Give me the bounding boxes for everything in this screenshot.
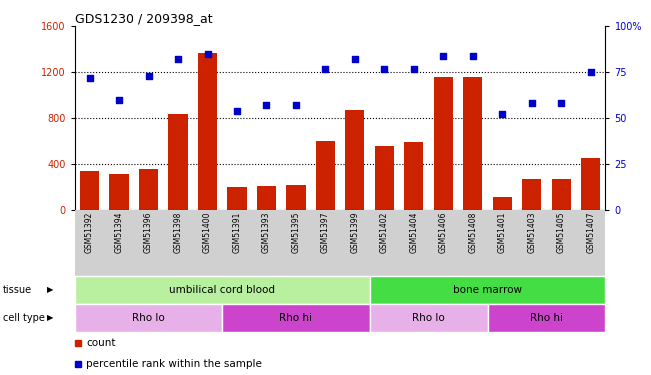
Bar <box>464 77 482 210</box>
Text: GSM51395: GSM51395 <box>292 212 300 254</box>
Text: GSM51404: GSM51404 <box>409 212 419 254</box>
Bar <box>286 185 305 210</box>
Text: GSM51403: GSM51403 <box>527 212 536 254</box>
Bar <box>198 53 217 210</box>
Text: ▶: ▶ <box>47 285 53 294</box>
Text: GSM51405: GSM51405 <box>557 212 566 254</box>
Bar <box>257 186 276 210</box>
Bar <box>522 179 542 210</box>
Bar <box>375 146 394 210</box>
Point <box>438 53 449 58</box>
Bar <box>139 169 158 210</box>
Bar <box>80 171 99 210</box>
Text: count: count <box>86 338 115 348</box>
Point <box>202 51 213 57</box>
Bar <box>581 158 600 210</box>
Bar <box>488 304 605 332</box>
Point <box>585 69 596 75</box>
Text: Rho lo: Rho lo <box>412 313 445 323</box>
Text: GSM51400: GSM51400 <box>203 212 212 254</box>
Text: tissue: tissue <box>3 285 33 295</box>
Text: Rho hi: Rho hi <box>530 313 563 323</box>
Point <box>114 97 124 103</box>
Bar <box>370 276 605 304</box>
Bar <box>370 304 488 332</box>
Point <box>232 108 242 114</box>
Bar <box>227 187 247 210</box>
Text: bone marrow: bone marrow <box>453 285 522 295</box>
Point <box>143 73 154 79</box>
Point <box>85 75 95 81</box>
Point <box>173 56 183 62</box>
Text: GDS1230 / 209398_at: GDS1230 / 209398_at <box>75 12 212 25</box>
Text: umbilical cord blood: umbilical cord blood <box>169 285 275 295</box>
Point <box>320 66 331 72</box>
Text: GSM51406: GSM51406 <box>439 212 448 254</box>
Text: ▶: ▶ <box>47 314 53 322</box>
Text: Rho hi: Rho hi <box>279 313 312 323</box>
Text: GSM51398: GSM51398 <box>174 212 182 254</box>
Text: Rho lo: Rho lo <box>132 313 165 323</box>
Point <box>556 100 566 106</box>
Text: GSM51399: GSM51399 <box>350 212 359 254</box>
Point <box>261 102 271 108</box>
Point <box>409 66 419 72</box>
Text: GSM51396: GSM51396 <box>144 212 153 254</box>
Point <box>527 100 537 106</box>
Text: GSM51394: GSM51394 <box>115 212 124 254</box>
Text: cell type: cell type <box>3 313 45 323</box>
Bar <box>434 77 453 210</box>
Text: percentile rank within the sample: percentile rank within the sample <box>86 359 262 369</box>
Point <box>467 53 478 58</box>
Bar <box>493 197 512 210</box>
Point <box>291 102 301 108</box>
Bar <box>75 304 222 332</box>
Bar <box>109 174 129 210</box>
Text: GSM51407: GSM51407 <box>586 212 595 254</box>
Text: GSM51401: GSM51401 <box>498 212 506 254</box>
Bar <box>222 304 370 332</box>
Bar <box>316 141 335 210</box>
Point <box>350 56 360 62</box>
Text: GSM51391: GSM51391 <box>232 212 242 254</box>
Bar <box>75 276 370 304</box>
Bar <box>169 114 187 210</box>
Bar <box>345 110 365 210</box>
Text: GSM51402: GSM51402 <box>380 212 389 254</box>
Point <box>379 66 389 72</box>
Text: GSM51393: GSM51393 <box>262 212 271 254</box>
Text: GSM51408: GSM51408 <box>468 212 477 254</box>
Text: GSM51392: GSM51392 <box>85 212 94 254</box>
Bar <box>551 179 571 210</box>
Point <box>497 111 508 117</box>
Text: GSM51397: GSM51397 <box>321 212 330 254</box>
Bar <box>404 142 423 210</box>
